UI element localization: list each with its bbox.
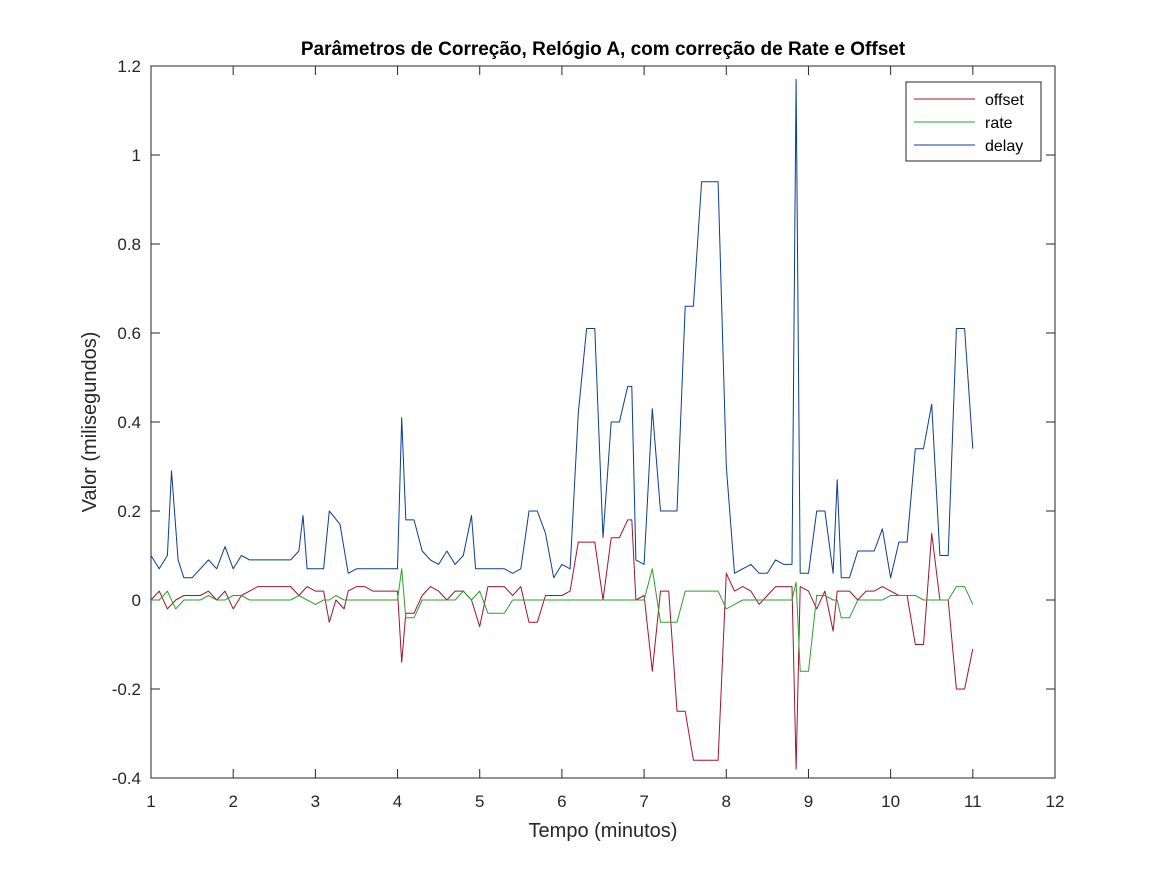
x-tick-label: 1 [146, 792, 155, 811]
legend-label-rate: rate [985, 115, 1013, 132]
x-tick-label: 2 [228, 792, 237, 811]
x-tick-label: 5 [475, 792, 484, 811]
x-tick-label: 6 [557, 792, 566, 811]
series-line-delay [150, 78, 974, 579]
x-tick-label: 10 [881, 792, 900, 811]
legend-label-delay: delay [985, 138, 1023, 155]
x-tick-label: 8 [722, 792, 731, 811]
legend: offset rate delay [905, 81, 1042, 162]
series-line-rate [151, 568, 974, 672]
x-tick-label: 12 [1046, 792, 1065, 811]
x-axis: 1 2 3 4 5 6 7 8 9 10 11 12 [146, 66, 1064, 811]
legend-label-offset: offset [985, 92, 1024, 109]
y-tick-label: -0.2 [112, 680, 141, 699]
x-axis-label: Tempo (minutos) [529, 820, 678, 842]
chart-title: Parâmetros de Correção, Relógio A, com c… [301, 39, 906, 60]
x-tick-label: 3 [311, 792, 320, 811]
plot-area [150, 65, 1056, 779]
series-layer [150, 78, 974, 770]
x-tick-label: 11 [964, 792, 982, 811]
y-tick-label: 0.4 [117, 413, 141, 432]
y-tick-label: 0 [132, 591, 141, 610]
x-tick-label: 7 [639, 792, 648, 811]
y-tick-label: 1 [132, 146, 141, 165]
y-tick-label: -0.4 [112, 769, 141, 788]
series-line-offset [150, 519, 974, 770]
x-tick-label: 9 [804, 792, 813, 811]
y-tick-label: 0.8 [117, 235, 141, 254]
y-tick-label: 1.2 [117, 57, 141, 76]
y-tick-label: 0.2 [117, 502, 141, 521]
y-axis: -0.4 -0.2 0 0.2 0.4 0.6 0.8 1 1.2 [112, 57, 1055, 788]
y-axis-label: Valor (milisegundos) [79, 332, 101, 513]
x-tick-label: 4 [393, 792, 402, 811]
y-tick-label: 0.6 [117, 324, 141, 343]
